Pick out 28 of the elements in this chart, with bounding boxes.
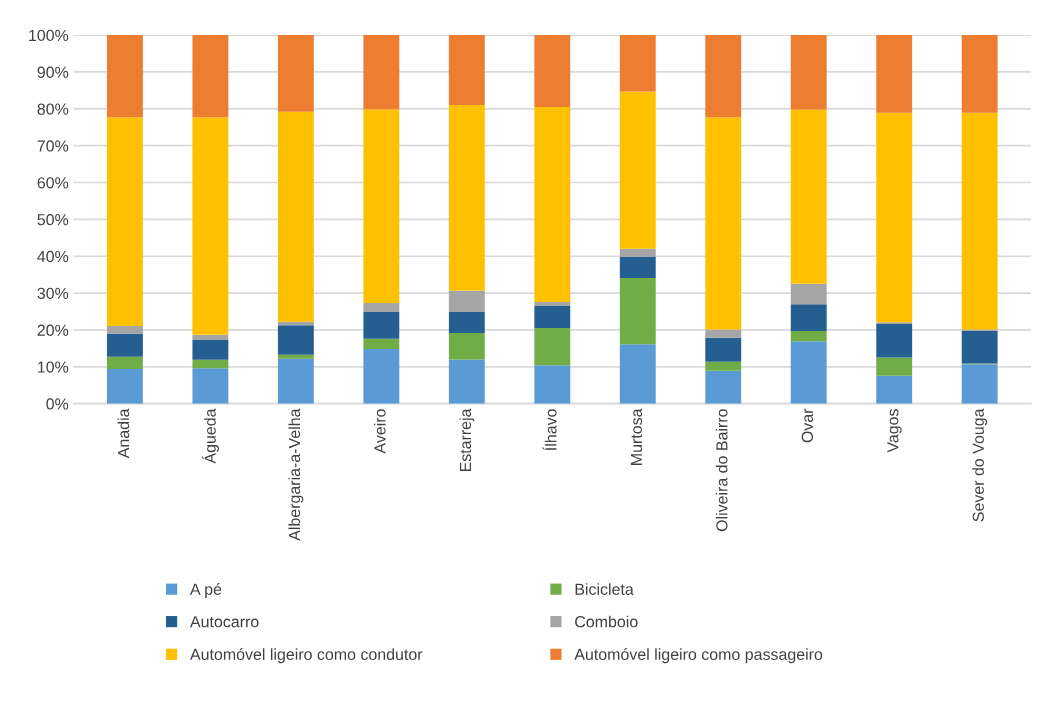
x-tick-label: Oliveira do Bairro: [715, 409, 728, 532]
y-tick-label: 20%: [37, 324, 69, 336]
legend-label: Autocarro: [190, 616, 259, 628]
legend-label: Bicicleta: [575, 583, 634, 595]
x-tick-label: Estarreja: [459, 408, 475, 472]
legend-label: A pé: [190, 582, 222, 599]
y-tick-label: 0%: [46, 398, 69, 410]
legend-label: Automóvel ligeiro como passageiro: [574, 648, 823, 664]
legend-label: Comboio: [575, 615, 638, 628]
y-tick-label: 80%: [37, 103, 69, 115]
y-tick-label: 50%: [37, 214, 69, 226]
x-tick-label: Ovar: [801, 408, 814, 443]
y-tick-label: 10%: [38, 361, 69, 373]
y-tick-label: 40%: [37, 250, 69, 263]
x-tick-label: Vagos: [887, 409, 902, 453]
x-tick-label: Aveiro: [373, 409, 386, 454]
legend-label: Automóvel ligeiro como condutor: [190, 648, 423, 664]
x-tick-label: Murtosa: [630, 408, 643, 465]
y-tick-label: 30%: [37, 287, 69, 300]
y-tick-label: 60%: [37, 177, 69, 189]
x-tick-label: Sever do Vouga: [972, 408, 988, 522]
y-tick-label: 100%: [29, 29, 69, 42]
x-tick-label: Ílhavo: [542, 409, 557, 451]
y-tick-label: 90%: [37, 66, 69, 78]
x-tick-label: Águeda: [201, 408, 219, 464]
x-tick-label: Anadia: [117, 408, 130, 459]
x-tick-label: Albergaria-a-Velha: [288, 408, 304, 541]
y-tick-label: 70%: [37, 140, 69, 152]
